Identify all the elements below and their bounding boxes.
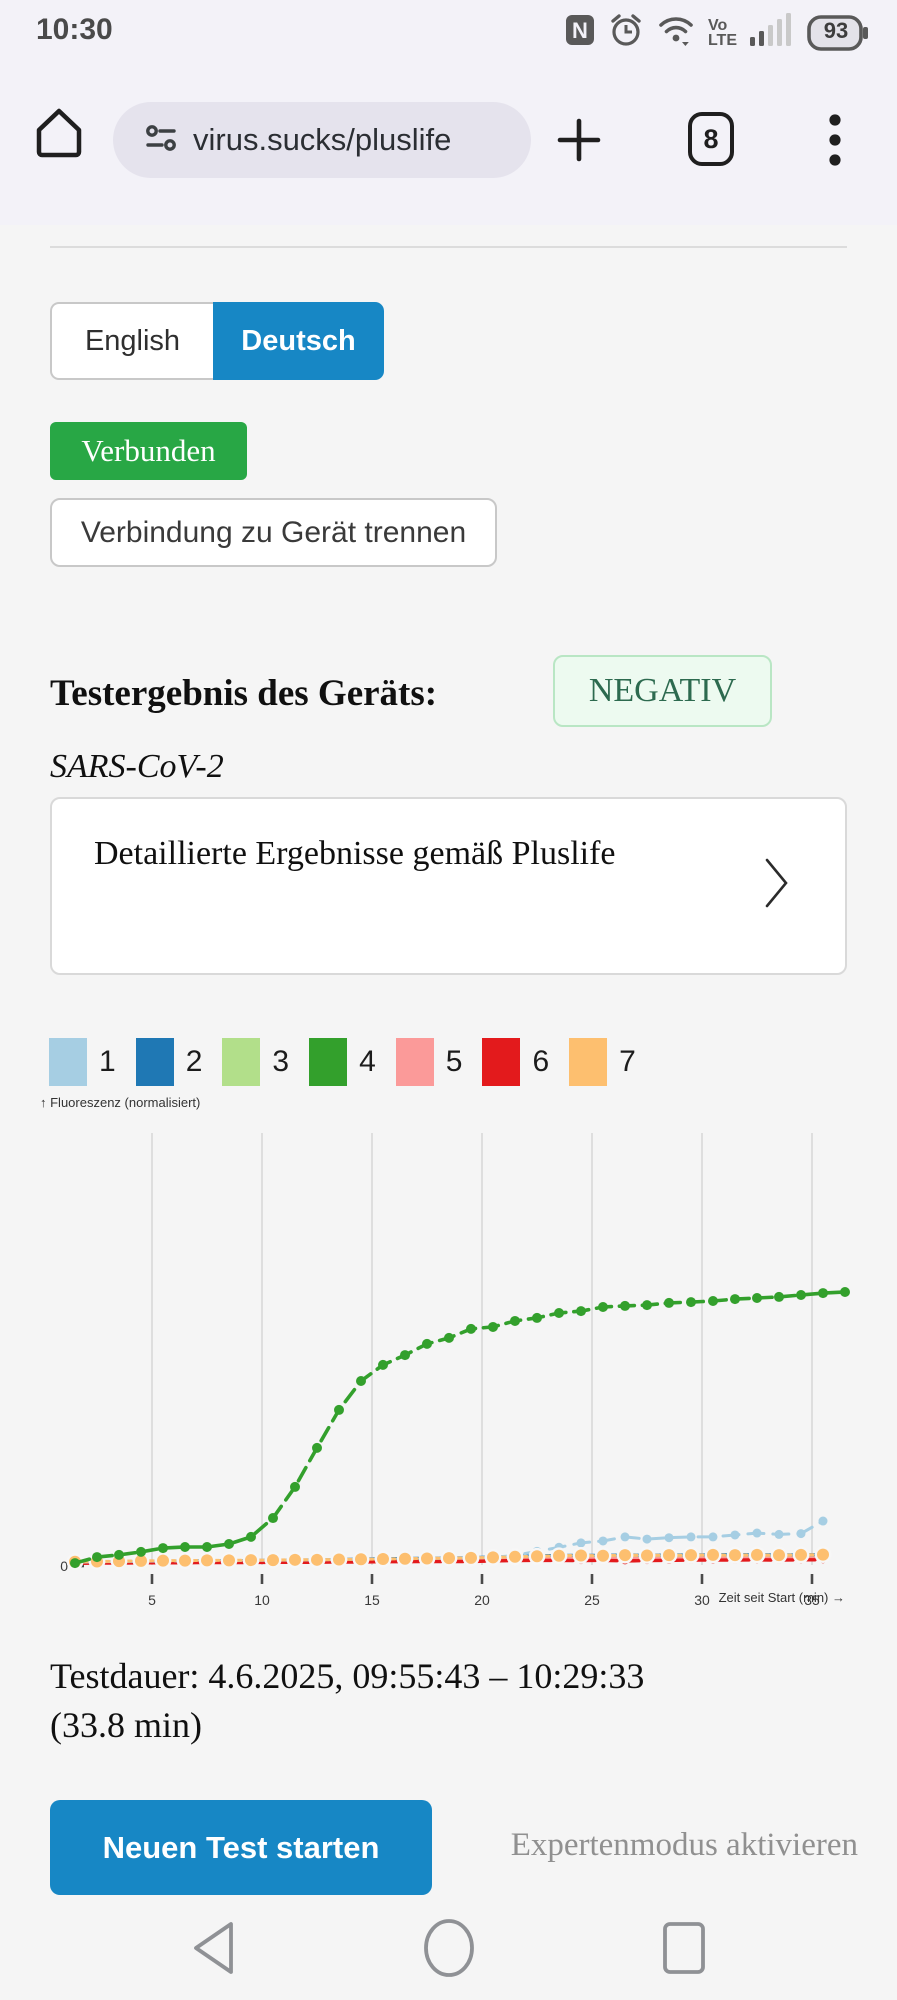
- new-tab-icon[interactable]: [556, 117, 602, 168]
- browser-chrome: 10:30 N Vo LTE: [0, 0, 897, 225]
- legend-swatch: [49, 1038, 87, 1086]
- status-time: 10:30: [36, 13, 113, 46]
- legend-item-6: 6: [482, 1038, 549, 1086]
- svg-text:0: 0: [60, 1558, 68, 1574]
- test-target-name: SARS-CoV-2: [50, 748, 224, 785]
- test-duration-text: Testdauer: 4.6.2025, 09:55:43 – 10:29:33…: [50, 1652, 644, 1750]
- alarm-icon: [608, 12, 644, 53]
- svg-text:15: 15: [364, 1592, 380, 1608]
- legend-item-1: 1: [49, 1038, 116, 1086]
- legend-swatch: [482, 1038, 521, 1086]
- new-test-label: Neuen Test starten: [102, 1829, 380, 1865]
- detailed-results-label: Detaillierte Ergebnisse gemäß Pluslife: [94, 835, 616, 872]
- language-english-button[interactable]: English: [50, 302, 213, 380]
- chevron-right-icon: [764, 857, 790, 914]
- result-badge: NEGATIV: [553, 655, 772, 727]
- legend-swatch: [309, 1038, 348, 1086]
- divider: [50, 246, 847, 248]
- wifi-icon: [657, 12, 695, 53]
- connection-status-badge: Verbunden: [50, 422, 247, 480]
- legend-label: 3: [272, 1045, 290, 1078]
- chart-y-axis-label: ↑ Fluoreszenz (normalisiert): [40, 1095, 201, 1110]
- legend-swatch: [569, 1038, 608, 1086]
- chart-x-axis-label: Zeit seit Start (min) →: [718, 1590, 845, 1605]
- volte-bottom-label: LTE: [707, 31, 737, 49]
- nav-back-icon[interactable]: [190, 1919, 236, 1982]
- connection-status-label: Verbunden: [81, 433, 216, 468]
- legend-label: 6: [532, 1045, 550, 1078]
- legend-item-4: 4: [309, 1038, 376, 1086]
- svg-text:25: 25: [584, 1592, 600, 1608]
- expert-mode-link[interactable]: Expertenmodus aktivieren: [510, 1827, 858, 1863]
- legend-item-2: 2: [135, 1038, 203, 1086]
- nav-recents-icon[interactable]: [661, 1921, 707, 1980]
- svg-text:5: 5: [148, 1592, 156, 1608]
- battery-percent-label: 93: [823, 17, 849, 43]
- test-duration-line2: (33.8 min): [50, 1705, 202, 1745]
- disconnect-label: Verbindung zu Gerät trennen: [80, 515, 467, 549]
- legend-item-7: 7: [569, 1038, 636, 1086]
- legend-label: 2: [185, 1045, 203, 1078]
- disconnect-button[interactable]: Verbindung zu Gerät trennen: [50, 498, 497, 567]
- legend-label: 4: [359, 1045, 376, 1078]
- battery-icon: 93: [807, 14, 869, 51]
- tab-count-label: 8: [703, 123, 719, 154]
- fluorescence-chart: 5 10 15 20 25 30 35 0: [0, 1133, 897, 1613]
- site-settings-icon[interactable]: [145, 121, 177, 160]
- nfc-icon: N: [565, 13, 595, 52]
- legend-swatch: [395, 1038, 434, 1086]
- language-toggle: English Deutsch: [50, 302, 384, 380]
- legend-item-5: 5: [395, 1038, 463, 1086]
- language-german-button[interactable]: Deutsch: [213, 302, 384, 380]
- legend-item-3: 3: [222, 1038, 289, 1086]
- android-nav-bar: [0, 1900, 897, 2000]
- status-bar: 10:30 N Vo LTE: [0, 0, 897, 60]
- detailed-results-card[interactable]: Detaillierte Ergebnisse gemäß Pluslife: [50, 797, 847, 975]
- new-test-button[interactable]: Neuen Test starten: [50, 1800, 432, 1895]
- chart-svg: 5 10 15 20 25 30 35 0: [60, 1133, 850, 1608]
- status-icons: N Vo LTE 93: [565, 12, 869, 53]
- legend-swatch: [222, 1038, 261, 1086]
- legend-swatch: [135, 1038, 174, 1086]
- tab-switcher-button[interactable]: 8: [688, 112, 734, 166]
- svg-text:10: 10: [254, 1592, 270, 1608]
- result-heading: Testergebnis des Geräts:: [50, 673, 438, 714]
- svg-text:20: 20: [474, 1592, 490, 1608]
- nav-home-icon[interactable]: [422, 1918, 476, 1983]
- german-label: Deutsch: [241, 324, 356, 357]
- url-bar[interactable]: virus.sucks/pluslife: [113, 102, 531, 178]
- legend-label: 5: [445, 1045, 463, 1078]
- signal-icon: [750, 13, 794, 52]
- result-value-label: NEGATIV: [588, 672, 737, 709]
- legend-label: 1: [99, 1045, 116, 1078]
- url-text[interactable]: virus.sucks/pluslife: [193, 122, 452, 157]
- chart-legend: 1 2 3 4 5 6 7: [49, 1038, 656, 1086]
- home-icon[interactable]: [33, 104, 85, 165]
- volte-top-label: Vo: [707, 16, 728, 34]
- english-label: English: [84, 324, 181, 357]
- volte-icon: Vo LTE: [707, 16, 737, 49]
- svg-text:N: N: [572, 18, 588, 43]
- legend-label: 7: [619, 1045, 636, 1078]
- browser-menu-icon[interactable]: [828, 112, 842, 173]
- test-duration-line1: Testdauer: 4.6.2025, 09:55:43 – 10:29:33: [50, 1656, 645, 1696]
- svg-text:35: 35: [804, 1592, 820, 1608]
- svg-text:30: 30: [694, 1592, 710, 1608]
